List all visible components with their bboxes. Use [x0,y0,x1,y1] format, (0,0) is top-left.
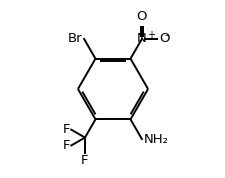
Text: NH₂: NH₂ [143,133,168,146]
Text: N: N [136,32,146,45]
Text: O: O [159,32,169,45]
Text: -: - [164,30,168,40]
Text: +: + [146,30,155,40]
Text: F: F [63,139,70,152]
Text: F: F [81,154,88,167]
Text: F: F [63,123,70,136]
Text: O: O [136,10,146,23]
Text: Br: Br [68,32,82,45]
